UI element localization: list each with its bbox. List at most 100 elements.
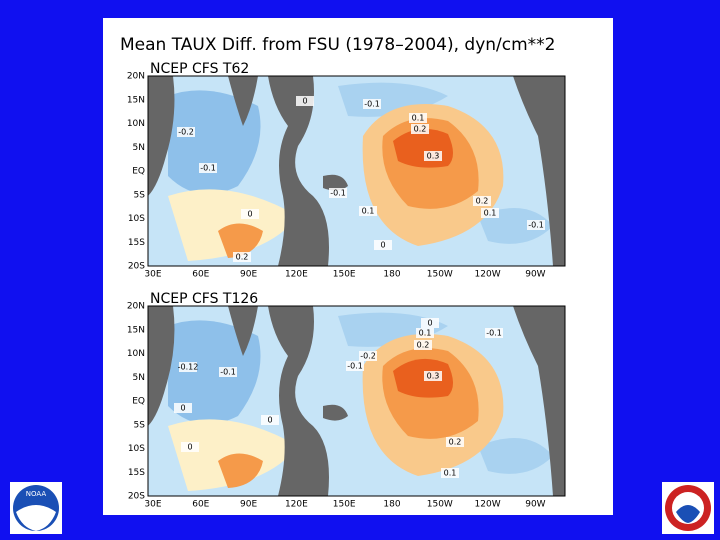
contour-label-bg (409, 113, 427, 123)
lon-label: 120W (475, 500, 501, 510)
contour-label: -0.1 (364, 100, 380, 109)
contour-label-bg (181, 442, 199, 452)
land (268, 306, 329, 496)
lon-label: 150W (427, 500, 453, 510)
contour-label: -0.2 (178, 128, 194, 137)
negative-region (168, 90, 261, 194)
lat-label: 15S (128, 238, 145, 248)
contour-label: 0.3 (427, 372, 440, 381)
land (323, 404, 348, 421)
contour-label: 0.2 (417, 341, 430, 350)
contour-label: -0.12 (178, 363, 199, 372)
contour-label-bg (411, 124, 429, 134)
lat-label: 20S (128, 262, 145, 272)
contour-label-bg (374, 240, 392, 250)
positive-region (393, 358, 453, 398)
lat-label: 10N (127, 349, 145, 359)
lat-label: 15N (127, 95, 145, 105)
lat-label: 5N (133, 373, 145, 383)
contour-label: -0.1 (200, 164, 216, 173)
lat-label: 15S (128, 468, 145, 478)
contour-label-bg (179, 362, 197, 372)
lat-label: 5N (133, 143, 145, 153)
contour-label: -0.1 (330, 189, 346, 198)
lon-label: 120W (475, 270, 501, 280)
contour-label: 0.1 (419, 329, 432, 338)
contour-label: 0.1 (484, 209, 497, 218)
lon-label: 90E (240, 500, 257, 510)
map-panel: 0 -0.1 -0.2 0.1 0.2 0.3 -0.1 -0.1 0.2 0.1 0.1 0 -0.1… (147, 75, 566, 267)
lon-label: 150E (333, 270, 356, 280)
contour-label-bg (527, 220, 545, 230)
lon-label: 90E (240, 270, 257, 280)
contour-label-bg (424, 371, 442, 381)
land (148, 306, 175, 426)
contour-label-bg (363, 99, 381, 109)
contour-label-bg (296, 96, 314, 106)
lon-label: 90W (525, 270, 545, 280)
lat-label: 5S (134, 420, 146, 430)
noaa-logo: NOAA (10, 482, 62, 534)
contour-label-bg (473, 196, 491, 206)
contour-label-bg (481, 208, 499, 218)
contour-label: 0.3 (427, 152, 440, 161)
contour-label: -0.1 (220, 368, 236, 377)
lon-label: 60E (192, 500, 209, 510)
contour-label-bg (359, 206, 377, 216)
contour-label: 0 (187, 443, 192, 452)
contour-label-bg (177, 127, 195, 137)
panel-title: NCEP CFS T62 (150, 61, 249, 77)
map-frame (147, 75, 566, 267)
contour-label: 0.2 (476, 197, 489, 206)
land (228, 76, 258, 126)
nws-logo (662, 482, 714, 534)
lon-label: 120E (285, 500, 308, 510)
contour-label: 0.2 (236, 253, 249, 262)
contour-label-bg (199, 163, 217, 173)
lon-label: 60E (192, 270, 209, 280)
contour-label-bg (219, 367, 237, 377)
lon-label: 30E (144, 500, 161, 510)
map-frame (147, 305, 566, 497)
land (513, 76, 565, 266)
contour-label: -0.1 (347, 362, 363, 371)
land (513, 306, 565, 496)
lon-label: 150E (333, 500, 356, 510)
contour-label-bg (421, 318, 439, 328)
contour-label: 0 (427, 319, 432, 328)
contour-label: 0 (380, 241, 385, 250)
contour-label: 0 (302, 97, 307, 106)
panel-title: NCEP CFS T126 (150, 291, 258, 307)
lat-label: 5S (134, 190, 146, 200)
contour-label: -0.1 (486, 329, 502, 338)
contour-label: -0.1 (528, 221, 544, 230)
contour-label: 0 (267, 416, 272, 425)
lat-label: EQ (132, 167, 145, 177)
contour-label-bg (485, 328, 503, 338)
contour-label-bg (346, 361, 364, 371)
lat-label: 20N (127, 302, 145, 312)
contour-label: 0.1 (412, 114, 425, 123)
contour-label-bg (441, 468, 459, 478)
contour-label: 0.1 (362, 207, 375, 216)
contour-label: 0 (247, 210, 252, 219)
lat-label: 15N (127, 325, 145, 335)
figure-title: Mean TAUX Diff. from FSU (1978–2004), dy… (120, 35, 556, 55)
land (228, 306, 258, 356)
contour-label-bg (329, 188, 347, 198)
contour-label: -0.2 (360, 352, 376, 361)
contour-label-bg (241, 209, 259, 219)
lon-label: 180 (383, 500, 400, 510)
contour-label-bg (446, 437, 464, 447)
lat-label: 20N (127, 72, 145, 82)
contour-label: 0.1 (444, 469, 457, 478)
noaa-logo-text: NOAA (26, 490, 47, 498)
positive-region (218, 453, 263, 488)
land (268, 76, 329, 266)
contour-label-bg (424, 151, 442, 161)
lon-label: 30E (144, 270, 161, 280)
lon-label: 90W (525, 500, 545, 510)
lat-label: 10N (127, 119, 145, 129)
lon-label: 150W (427, 270, 453, 280)
contour-label: 0.2 (414, 125, 427, 134)
